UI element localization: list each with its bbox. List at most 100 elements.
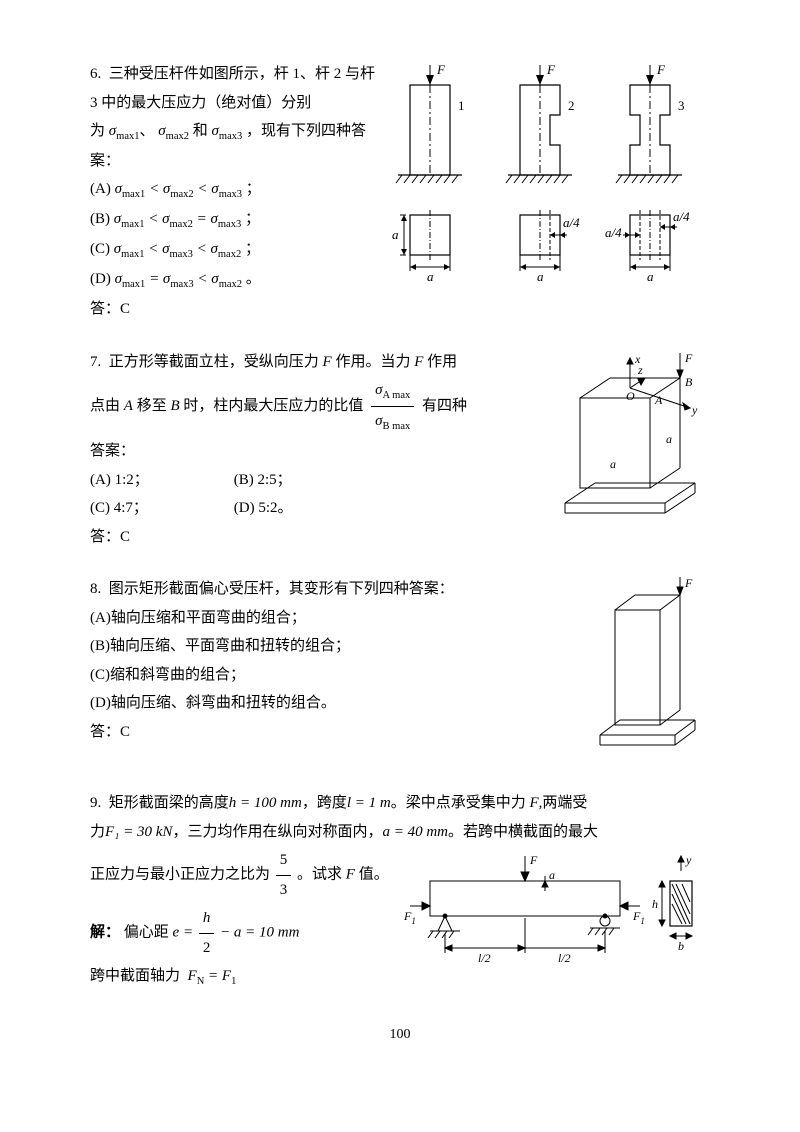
q6-fig-2: 2 (568, 98, 575, 113)
q9-eqe-n: h (199, 904, 215, 934)
q7-line2-a: 点由 (90, 398, 124, 414)
q8-optD: (D)轴向压缩、斜弯曲和扭转的组合。 (90, 689, 572, 718)
q7-B: B (170, 398, 179, 414)
q7-fig-F: F (684, 351, 693, 365)
q7-fig-A: A (654, 393, 663, 407)
q9-sol2-a: 跨中截面轴力 (90, 968, 180, 984)
q6-optB-math: σmax1 < σmax2 = σmax3 (114, 211, 241, 227)
q9-fig-l2L: l/2 (478, 951, 491, 965)
q9-fig-a: a (549, 868, 555, 882)
problem-8: 8. 图示矩形截面偏心受压杆，其变形有下列四种答案： (A)轴向压缩和平面弯曲的… (90, 575, 710, 765)
q6-optA-math: σmax1 < σmax2 < σmax3 (115, 181, 242, 197)
q9-sol-label: 解： (90, 925, 120, 941)
q6-cs2-a: a (537, 269, 544, 284)
q7-intro-c: 作用 (423, 354, 457, 370)
q6-sig1: σmax1 (109, 123, 140, 139)
q9-fig-l2R: l/2 (558, 951, 571, 965)
q7-optA: (A) 1:2； (90, 466, 230, 495)
q9-fig-F1Ls: 1 (411, 916, 416, 926)
q6-fig-f1: F (436, 62, 446, 77)
q9-num: 9. (90, 795, 101, 811)
q9-fig-b: b (678, 939, 684, 953)
q9-F1s: 1 (231, 976, 236, 987)
q9-eqF1: F₁ = 30 kN (105, 824, 172, 840)
q9-solution-text: 正应力与最小正应力之比为 5 3 。试求 F 值。 解： 偏心距 e = h 2… (90, 846, 392, 992)
q7-answer: 答：C (90, 523, 532, 552)
q6-intro2-pre: 为 (90, 123, 105, 139)
q9-FN-post: = F (208, 968, 231, 984)
q6-text: 6. 三种受压杆件如图所示，杆 1、杆 2 与杆 3 中的最大压应力（绝对值）分… (90, 60, 382, 324)
q6-cs2-a4: a/4 (563, 215, 580, 230)
q7-intro-b: 作用。当力 (332, 354, 415, 370)
sig3-sub: max3 (219, 131, 242, 142)
q9-line3-a: 正应力与最小正应力之比为 (90, 867, 270, 883)
q9-figure: F a F1 F1 (400, 846, 710, 976)
q9-sol1-a: 偏心距 (124, 925, 169, 941)
q7-sigAs: A max (383, 390, 411, 401)
q6-optD-math: σmax1 = σmax3 < σmax2 (115, 271, 242, 287)
q6-cs3-a4l: a/4 (605, 225, 622, 240)
q7-fig-z: z (637, 363, 643, 377)
q8-optB: (B)轴向压缩、平面弯曲和扭转的组合； (90, 632, 572, 661)
q9-eqh: h = 100 mm (229, 795, 302, 811)
q7-fig-O: O (626, 389, 635, 403)
problem-6: 6. 三种受压杆件如图所示，杆 1、杆 2 与杆 3 中的最大压应力（绝对值）分… (90, 60, 710, 324)
sig2-sub: max2 (166, 131, 189, 142)
q9-intro-c: 。梁中点承受集中力 (391, 795, 530, 811)
q7-sigA: σ (375, 382, 382, 398)
q7-line2-d: 有四种 (422, 398, 467, 414)
q7-intro-a: 正方形等截面立柱，受纵向压力 (109, 354, 323, 370)
q9-eql: l = 1 m (347, 795, 391, 811)
q8-answer: 答：C (90, 718, 572, 747)
q9-eqe-post: − a = 10 mm (220, 925, 299, 941)
q6-fig-3: 3 (678, 98, 685, 113)
q9-intro-d: ,两端受 (539, 795, 588, 811)
q6-cs3-a: a (647, 269, 654, 284)
q7-F-2: F (414, 354, 423, 370)
q9-fig-h: h (652, 897, 658, 911)
q6-cs1-a-top: a (392, 227, 399, 242)
q9-frac-n: 5 (276, 846, 292, 876)
q9-F: F (529, 795, 538, 811)
q6-figure: F 1 F 2 (390, 60, 710, 290)
q7-fig-B: B (685, 375, 693, 389)
q9-line2-c: 。若跨中横截面的最大 (448, 824, 598, 840)
q6-optB-pre: (B) (90, 211, 110, 227)
q9-eqe-d: 2 (199, 934, 215, 963)
q9-eqe: e = (173, 925, 194, 941)
q7-figure: x y z O F B A a a (540, 348, 710, 528)
q8-fig-F: F (684, 576, 693, 590)
q6-fig-f2: F (546, 62, 556, 77)
q9-line3-c: 值。 (355, 867, 389, 883)
q7-text: 7. 正方形等截面立柱，受纵向压力 F 作用。当力 F 作用 点由 A 移至 B… (90, 348, 532, 551)
q9-fig-F: F (529, 853, 538, 867)
q8-figure: F (580, 575, 710, 765)
q6-comma: 、 (140, 123, 155, 139)
q6-optB-post: ； (245, 211, 260, 227)
q7-optB: (B) 2:5； (234, 466, 374, 495)
q9-FN: F (188, 968, 197, 984)
sig2-sym: σ (158, 123, 165, 139)
q8-text: 8. 图示矩形截面偏心受压杆，其变形有下列四种答案： (A)轴向压缩和平面弯曲的… (90, 575, 572, 746)
q9-intro-b: ，跨度 (302, 795, 347, 811)
q7-sigB: σ (375, 413, 382, 429)
q7-line2-b: 移至 (133, 398, 171, 414)
page-number: 100 (90, 1022, 710, 1049)
q6-optC-pre: (C) (90, 241, 110, 257)
q6-optA-pre: (A) (90, 181, 111, 197)
svg-text:F1: F1 (632, 909, 645, 926)
q8-optA: (A)轴向压缩和平面弯曲的组合； (90, 604, 572, 633)
q9-line2-a: 力 (90, 824, 105, 840)
q9-fig-y: y (685, 853, 692, 867)
q6-intro: 三种受压杆件如图所示，杆 1、杆 2 与杆 3 中的最大压应力（绝对值）分别 (90, 66, 375, 111)
sig3-sym: σ (212, 123, 219, 139)
q6-optD-post: 。 (246, 271, 261, 287)
problem-7: 7. 正方形等截面立柱，受纵向压力 F 作用。当力 F 作用 点由 A 移至 B… (90, 348, 710, 551)
q6-optC-post: ； (245, 241, 260, 257)
q6-optA-post: ； (246, 181, 261, 197)
sig1-sub: max1 (116, 131, 139, 142)
q6-cs3-a4r: a/4 (673, 209, 690, 224)
problem-9: 9. 矩形截面梁的高度h = 100 mm，跨度l = 1 m。梁中点承受集中力… (90, 789, 710, 992)
q7-optD: (D) 5:2。 (234, 494, 374, 523)
q7-fig-y: y (691, 403, 698, 417)
